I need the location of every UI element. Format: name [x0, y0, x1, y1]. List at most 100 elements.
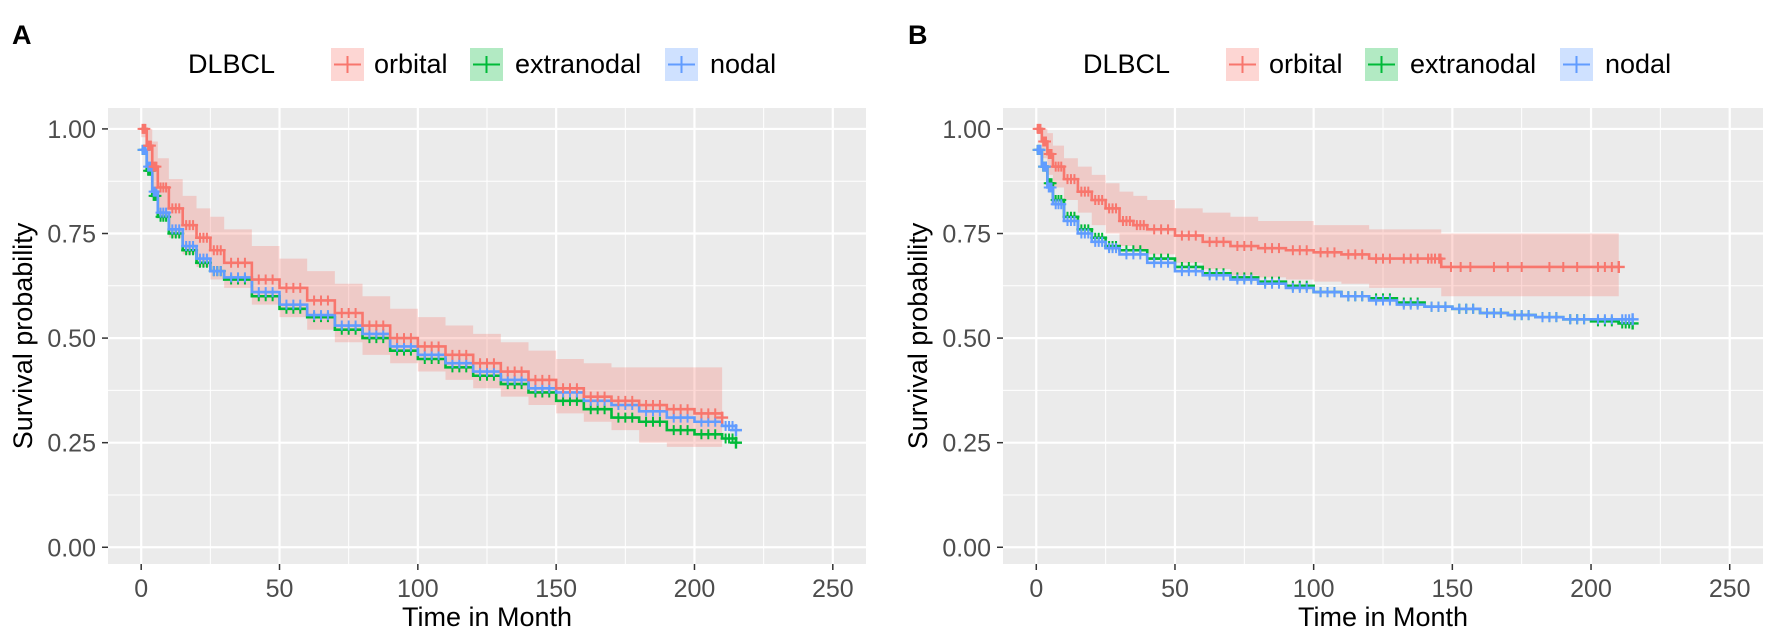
x-tick-label-a: 100 [397, 575, 439, 603]
censor-mark-orbital-b [1488, 261, 1499, 272]
censor-mark-orbital-a [710, 408, 721, 419]
censor-mark-nodal-a [544, 383, 555, 394]
censor-mark-orbital-b [1465, 261, 1476, 272]
legend-label-nodal-b: nodal [1605, 49, 1671, 79]
censor-mark-orbital-b [1190, 230, 1201, 241]
legend-title-b: DLBCL [1083, 49, 1170, 79]
censor-mark-nodal-a [488, 366, 499, 377]
censor-mark-nodal-a [239, 272, 250, 283]
y-tick-label-a: 0.50 [47, 325, 96, 353]
legend-label-orbital-b: orbital [1269, 49, 1343, 79]
ci-band-orbital-a [141, 128, 723, 452]
legend-key-extranodal-b [1365, 48, 1398, 81]
censor-mark-extranodal-a [599, 404, 610, 415]
censor-mark-orbital-b [1301, 245, 1312, 256]
censor-mark-orbital-b [1516, 261, 1527, 272]
x-tick-label-b: 100 [1293, 575, 1335, 603]
censor-mark-nodal-b [1111, 243, 1122, 254]
censor-mark-end-orbital-b [1612, 260, 1625, 273]
censor-mark-nodal-a [405, 341, 416, 352]
censor-mark-orbital-b [1384, 253, 1395, 264]
censor-mark-orbital-a [488, 358, 499, 369]
censor-mark-orbital-b [1218, 236, 1229, 247]
y-tick-label-b: 0.75 [942, 221, 991, 249]
censor-mark-orbital-b [1111, 203, 1122, 214]
legend-key-orbital-b [1226, 48, 1259, 81]
censor-mark-nodal-a [378, 328, 389, 339]
censor-mark-nodal-b [1097, 236, 1108, 247]
censor-mark-end-extranodal-a [729, 436, 742, 449]
censor-mark-nodal-b [1046, 182, 1057, 193]
censor-mark-nodal-b [1440, 301, 1451, 312]
censor-mark-orbital-a [295, 282, 306, 293]
x-tick-label-b: 200 [1570, 575, 1612, 603]
censor-mark-orbital-b [1435, 253, 1446, 264]
plot-data-a [137, 123, 742, 452]
censor-mark-nodal-b [1579, 314, 1590, 325]
gridlines-b [1003, 108, 1763, 564]
censor-mark-orbital-a [627, 395, 638, 406]
censor-mark-orbital-a [405, 333, 416, 344]
censor-mark-orbital-a [654, 400, 665, 411]
censor-mark-nodal-a [710, 416, 721, 427]
censor-mark-orbital-a [239, 257, 250, 268]
y-tick-label-a: 1.00 [47, 116, 96, 144]
y-tick-label-b: 0.50 [942, 325, 991, 353]
censor-mark-orbital-b [1083, 186, 1094, 197]
legend-label-orbital-a: orbital [374, 49, 448, 79]
censor-mark-nodal-a [267, 287, 278, 298]
censor-mark-extranodal-a [654, 416, 665, 427]
legend-key-extranodal-a [470, 48, 503, 81]
censor-mark-orbital-b [1572, 261, 1583, 272]
x-tick-label-a: 200 [674, 575, 716, 603]
censor-mark-orbital-a [544, 374, 555, 385]
legend-a: DLBCL orbital extranodal nodal [188, 48, 776, 81]
censor-mark-extranodal-a [571, 395, 582, 406]
x-axis-ticks-a: 0 50 100 150 200 250 [134, 564, 854, 603]
censor-mark-nodal-b [1190, 266, 1201, 277]
censor-mark-orbital-a [682, 404, 693, 415]
censor-mark-nodal-b [1523, 310, 1534, 321]
censor-mark-orbital-a [188, 220, 199, 231]
x-tick-label-b: 150 [1431, 575, 1473, 603]
censor-mark-nodal-b [1040, 161, 1051, 172]
legend-key-nodal-a [665, 48, 698, 81]
panel-label-a: A [12, 20, 32, 50]
y-axis-ticks-b: 0.00 0.25 0.50 0.75 1.00 [942, 116, 1003, 562]
x-tick-label-b: 0 [1029, 575, 1043, 603]
censor-mark-orbital-a [151, 161, 162, 172]
censor-mark-nodal-b [1301, 282, 1312, 293]
censor-mark-nodal-b [1273, 278, 1284, 289]
censor-mark-orbital-b [1069, 174, 1080, 185]
y-tick-label-b: 0.00 [942, 534, 991, 562]
y-tick-label-b: 1.00 [942, 116, 991, 144]
panel-a: A DLBCL orbital extranodal nodal [8, 20, 866, 632]
censor-mark-nodal-b [1468, 303, 1479, 314]
legend-title-a: DLBCL [188, 49, 275, 79]
censor-mark-nodal-b [1606, 314, 1617, 325]
censor-mark-end-nodal-a [729, 424, 742, 437]
y-tick-label-a: 0.25 [47, 430, 96, 458]
x-axis-label-b: Time in Month [1298, 602, 1468, 632]
censor-mark-orbital-b [1273, 243, 1284, 254]
censor-mark-nodal-a [461, 358, 472, 369]
y-axis-ticks-a: 0.00 0.25 0.50 0.75 1.00 [47, 116, 108, 562]
censor-mark-orbital-b [1455, 261, 1466, 272]
censor-mark-nodal-a [516, 374, 527, 385]
censor-mark-end-orbital-a [716, 411, 729, 424]
censor-mark-orbital-b [1138, 220, 1149, 231]
censor-mark-orbital-b [1445, 261, 1456, 272]
censor-mark-nodal-a [433, 349, 444, 360]
x-tick-label-a: 50 [266, 575, 294, 603]
y-tick-label-a: 0.00 [47, 534, 96, 562]
x-tick-label-a: 250 [812, 575, 854, 603]
legend-key-nodal-b [1560, 48, 1593, 81]
censor-mark-orbital-a [215, 245, 226, 256]
censor-mark-orbital-a [571, 383, 582, 394]
censor-mark-extranodal-a [682, 425, 693, 436]
legend-label-extranodal-b: extranodal [1410, 49, 1536, 79]
censor-mark-orbital-b [1046, 149, 1057, 160]
censor-mark-nodal-b [1357, 291, 1368, 302]
censor-mark-orbital-a [174, 203, 185, 214]
censor-mark-nodal-a [215, 266, 226, 277]
